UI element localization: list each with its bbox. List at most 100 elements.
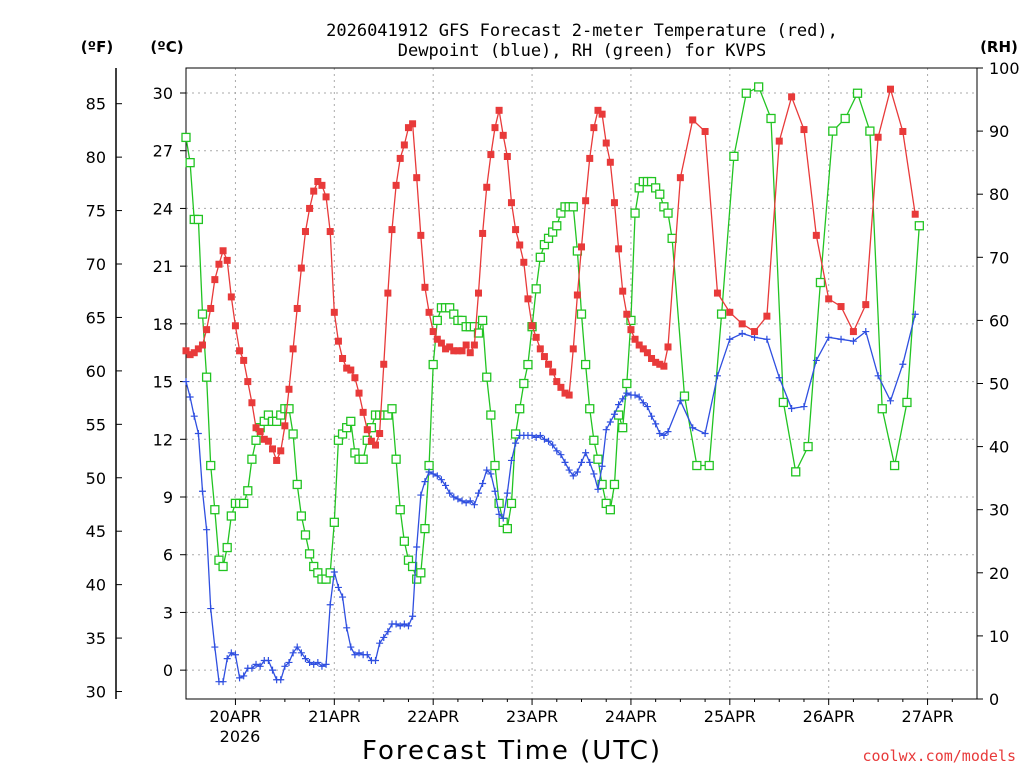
temperature-point bbox=[664, 343, 672, 351]
temperature-point bbox=[701, 127, 709, 135]
date-tick-label: 21APR bbox=[308, 707, 360, 726]
dewpoint-point bbox=[227, 649, 235, 657]
dewpoint-point bbox=[433, 472, 441, 480]
temperature-point bbox=[483, 183, 491, 191]
dewpoint-point bbox=[380, 633, 388, 641]
rh-point bbox=[181, 132, 191, 143]
dewpoint-point bbox=[462, 499, 470, 507]
rh-point bbox=[304, 549, 315, 559]
temperature-point bbox=[404, 124, 412, 132]
dewpoint-point bbox=[598, 462, 606, 470]
dewpoint-point bbox=[466, 497, 474, 505]
dewpoint-point bbox=[450, 493, 458, 501]
dewpoint-point bbox=[738, 329, 746, 337]
rh-point bbox=[432, 315, 442, 326]
dewpoint-point bbox=[248, 664, 256, 672]
dewpoint-point bbox=[899, 360, 907, 368]
rh-point bbox=[395, 505, 405, 515]
dewpoint-point bbox=[372, 657, 380, 665]
temperature-point bbox=[413, 174, 421, 182]
rh-point bbox=[840, 113, 850, 124]
temperature-point bbox=[800, 126, 808, 134]
chart-title-line1: 2026041912 GFS Forecast 2-meter Temperat… bbox=[326, 21, 838, 41]
rh-point bbox=[416, 568, 426, 578]
dewpoint-point bbox=[602, 426, 610, 434]
rh-point bbox=[815, 277, 826, 288]
temperature-point bbox=[648, 354, 656, 362]
rh-point bbox=[185, 157, 195, 168]
rh-point bbox=[754, 82, 764, 92]
temperature-point bbox=[281, 422, 289, 430]
plot-area-frame bbox=[185, 67, 978, 700]
temperature-point bbox=[211, 276, 219, 284]
dewpoint-point bbox=[376, 639, 384, 647]
rh-point bbox=[407, 561, 418, 572]
rh-point bbox=[585, 404, 595, 414]
fahrenheit-tick-label: 50 bbox=[86, 469, 106, 488]
series-rh bbox=[181, 82, 924, 584]
temperature-point bbox=[343, 364, 351, 372]
rh-tick-label: 90 bbox=[989, 122, 1009, 141]
dewpoint-point bbox=[549, 441, 557, 449]
temperature-point bbox=[417, 231, 425, 239]
temperature-point bbox=[656, 360, 664, 368]
dewpoint-point bbox=[491, 487, 499, 495]
temperature-point bbox=[227, 293, 235, 301]
rh-point bbox=[609, 479, 620, 490]
rh-point bbox=[692, 460, 702, 471]
rh-point bbox=[914, 221, 924, 231]
celsius-tick-label: 0 bbox=[163, 661, 173, 680]
temperature-point bbox=[425, 308, 433, 316]
dewpoint-point bbox=[190, 412, 198, 420]
dewpoint-point bbox=[207, 605, 215, 613]
temperature-point bbox=[615, 245, 623, 253]
rh-point bbox=[778, 397, 789, 408]
celsius-tick-label: 15 bbox=[153, 373, 173, 392]
dewpoint-point bbox=[404, 622, 412, 630]
rh-point bbox=[568, 202, 578, 212]
dewpoint-point bbox=[713, 372, 721, 380]
dewpoint-point bbox=[775, 374, 783, 382]
rh-point bbox=[828, 126, 838, 136]
dewpoint-point bbox=[355, 649, 363, 657]
rh-point bbox=[197, 309, 208, 319]
rh-point bbox=[222, 542, 232, 553]
rh-tick-label: 10 bbox=[989, 627, 1009, 646]
date-tick-label: 24APR bbox=[605, 707, 657, 726]
dewpoint-point bbox=[557, 451, 565, 459]
dewpoint-point bbox=[479, 480, 487, 488]
fahrenheit-tick-label: 40 bbox=[86, 576, 106, 595]
rh-tick-label: 30 bbox=[989, 501, 1009, 520]
temperature-point bbox=[326, 228, 334, 236]
temperature-point bbox=[512, 226, 520, 234]
dewpoint-point bbox=[470, 501, 478, 509]
rh-point bbox=[325, 568, 335, 578]
temperature-point bbox=[635, 341, 643, 349]
temperature-point bbox=[306, 204, 314, 212]
temperature-point bbox=[532, 333, 540, 341]
rh-tick-label: 50 bbox=[989, 375, 1009, 394]
rh-point bbox=[477, 315, 488, 326]
rh-point bbox=[284, 404, 294, 414]
temperature-point bbox=[557, 383, 565, 391]
dewpoint-point bbox=[536, 431, 544, 439]
temperature-point bbox=[503, 152, 511, 160]
temperature-point bbox=[355, 389, 363, 397]
temperature-point bbox=[339, 354, 347, 362]
rh-point bbox=[358, 454, 368, 464]
rh-point bbox=[576, 309, 587, 319]
temperature-point bbox=[586, 154, 594, 162]
temperature-point bbox=[293, 304, 301, 312]
dewpoint-point bbox=[289, 649, 297, 657]
rh-point bbox=[519, 378, 529, 389]
temperature-point bbox=[520, 258, 528, 266]
rh-point bbox=[239, 498, 249, 509]
rh-tick-label: 80 bbox=[989, 185, 1009, 204]
dewpoint-point bbox=[343, 624, 351, 632]
dewpoint-point bbox=[487, 470, 495, 478]
temperature-point bbox=[450, 347, 458, 355]
temperature-point bbox=[367, 437, 375, 445]
rh-point bbox=[387, 404, 397, 414]
celsius-tick-label: 30 bbox=[153, 84, 173, 103]
dewpoint-point bbox=[264, 657, 272, 665]
